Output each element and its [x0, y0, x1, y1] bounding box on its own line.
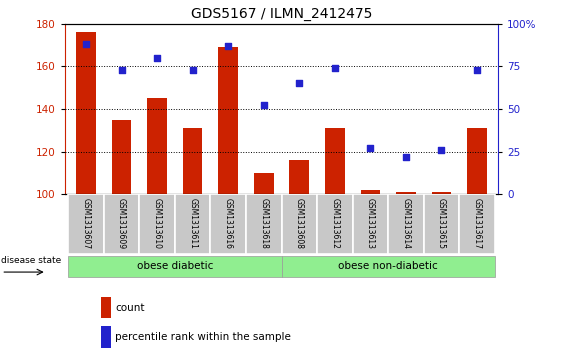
Text: GSM1313615: GSM1313615 [437, 199, 446, 249]
Bar [140, 194, 175, 254]
Bar [396, 192, 415, 194]
Point [224, 43, 233, 49]
Bar [246, 194, 282, 254]
Bar [388, 194, 423, 254]
Text: GSM1313618: GSM1313618 [259, 199, 268, 249]
Text: GSM1313611: GSM1313611 [188, 199, 197, 249]
Text: GSM1313608: GSM1313608 [295, 199, 304, 249]
Point [82, 41, 91, 47]
Point [472, 67, 481, 73]
Bar [148, 98, 167, 194]
Text: percentile rank within the sample: percentile rank within the sample [115, 332, 291, 342]
Bar [218, 47, 238, 194]
Text: GSM1313616: GSM1313616 [224, 199, 233, 249]
Bar [77, 32, 96, 194]
Bar [360, 190, 380, 194]
Bar [254, 173, 274, 194]
Bar [282, 256, 495, 277]
Bar [101, 326, 111, 348]
Bar [211, 194, 246, 254]
Text: GSM1313612: GSM1313612 [330, 199, 339, 249]
Bar [432, 192, 451, 194]
Point [437, 147, 446, 153]
Text: GSM1313614: GSM1313614 [401, 199, 410, 249]
Text: GSM1313607: GSM1313607 [82, 199, 91, 249]
Bar [68, 256, 282, 277]
Point [295, 80, 304, 86]
Point [188, 67, 197, 73]
Bar [175, 194, 211, 254]
Bar [104, 194, 140, 254]
Text: count: count [115, 303, 145, 313]
Bar [459, 194, 495, 254]
Bar [317, 194, 352, 254]
Text: GSM1313617: GSM1313617 [472, 199, 481, 249]
Bar [282, 194, 317, 254]
Text: obese diabetic: obese diabetic [137, 261, 213, 272]
Point [117, 67, 126, 73]
Bar [467, 128, 486, 194]
Bar [289, 160, 309, 194]
Text: GSM1313613: GSM1313613 [366, 199, 375, 249]
Text: GSM1313609: GSM1313609 [117, 199, 126, 249]
Title: GDS5167 / ILMN_2412475: GDS5167 / ILMN_2412475 [191, 7, 372, 21]
Point [153, 55, 162, 61]
Point [401, 154, 410, 160]
Bar [68, 194, 104, 254]
Bar [352, 194, 388, 254]
Text: GSM1313610: GSM1313610 [153, 199, 162, 249]
Bar [183, 128, 203, 194]
Bar [423, 194, 459, 254]
Point [366, 145, 375, 151]
Bar [101, 297, 111, 318]
Bar [325, 128, 345, 194]
Point [259, 103, 268, 109]
Text: disease state: disease state [1, 256, 61, 265]
Text: obese non-diabetic: obese non-diabetic [338, 261, 438, 272]
Point [330, 65, 339, 71]
Bar [112, 119, 131, 194]
